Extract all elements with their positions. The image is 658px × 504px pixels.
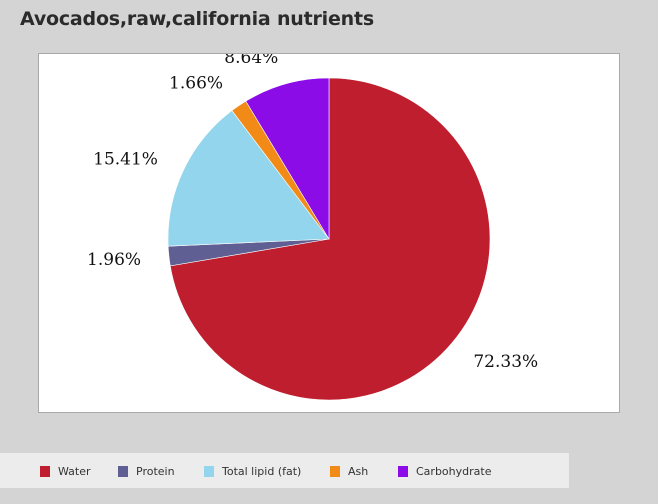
pie-label-protein: 1.96% — [87, 250, 141, 270]
legend-swatch-ash — [330, 465, 340, 477]
legend-item-protein[interactable]: Protein — [118, 464, 175, 478]
chart-title: Avocados,raw,california nutrients — [20, 8, 374, 30]
legend-item-carbohydrate[interactable]: Carbohydrate — [398, 464, 492, 478]
legend-item-water[interactable]: Water — [40, 464, 91, 478]
legend-label-total-lipid: Total lipid (fat) — [222, 464, 302, 478]
legend: Water Protein Total lipid (fat) Ash Carb… — [0, 453, 569, 488]
legend-label-protein: Protein — [136, 464, 175, 478]
legend-item-total-lipid[interactable]: Total lipid (fat) — [204, 464, 302, 478]
legend-swatch-water — [40, 465, 50, 477]
legend-swatch-protein — [118, 465, 128, 477]
legend-label-carbohydrate: Carbohydrate — [416, 464, 492, 478]
pie-label-water: 72.33% — [473, 352, 538, 372]
legend-item-ash[interactable]: Ash — [330, 464, 369, 478]
pie-slice-carbohydrate[interactable] — [245, 77, 330, 241]
pie-label-total-lipid-fat: 15.41% — [93, 150, 158, 170]
legend-label-water: Water — [58, 464, 91, 478]
pie-label-carbohydrate: 8.64% — [224, 54, 278, 68]
pie-chart: 72.33% 1.96% 15.41% 1.66%8.64% — [87, 54, 538, 401]
pie-slice-water[interactable] — [169, 77, 491, 401]
legend-label-ash: Ash — [348, 464, 369, 478]
legend-swatch-carbohydrate — [398, 465, 408, 477]
legend-swatch-total-lipid — [204, 465, 214, 477]
pie-slice-total-lipid-fat[interactable] — [167, 110, 330, 247]
pie-label-ash: 1.66% — [169, 73, 223, 93]
plot-area: 72.33% 1.96% 15.41% 1.66% 8.64% — [38, 53, 620, 413]
